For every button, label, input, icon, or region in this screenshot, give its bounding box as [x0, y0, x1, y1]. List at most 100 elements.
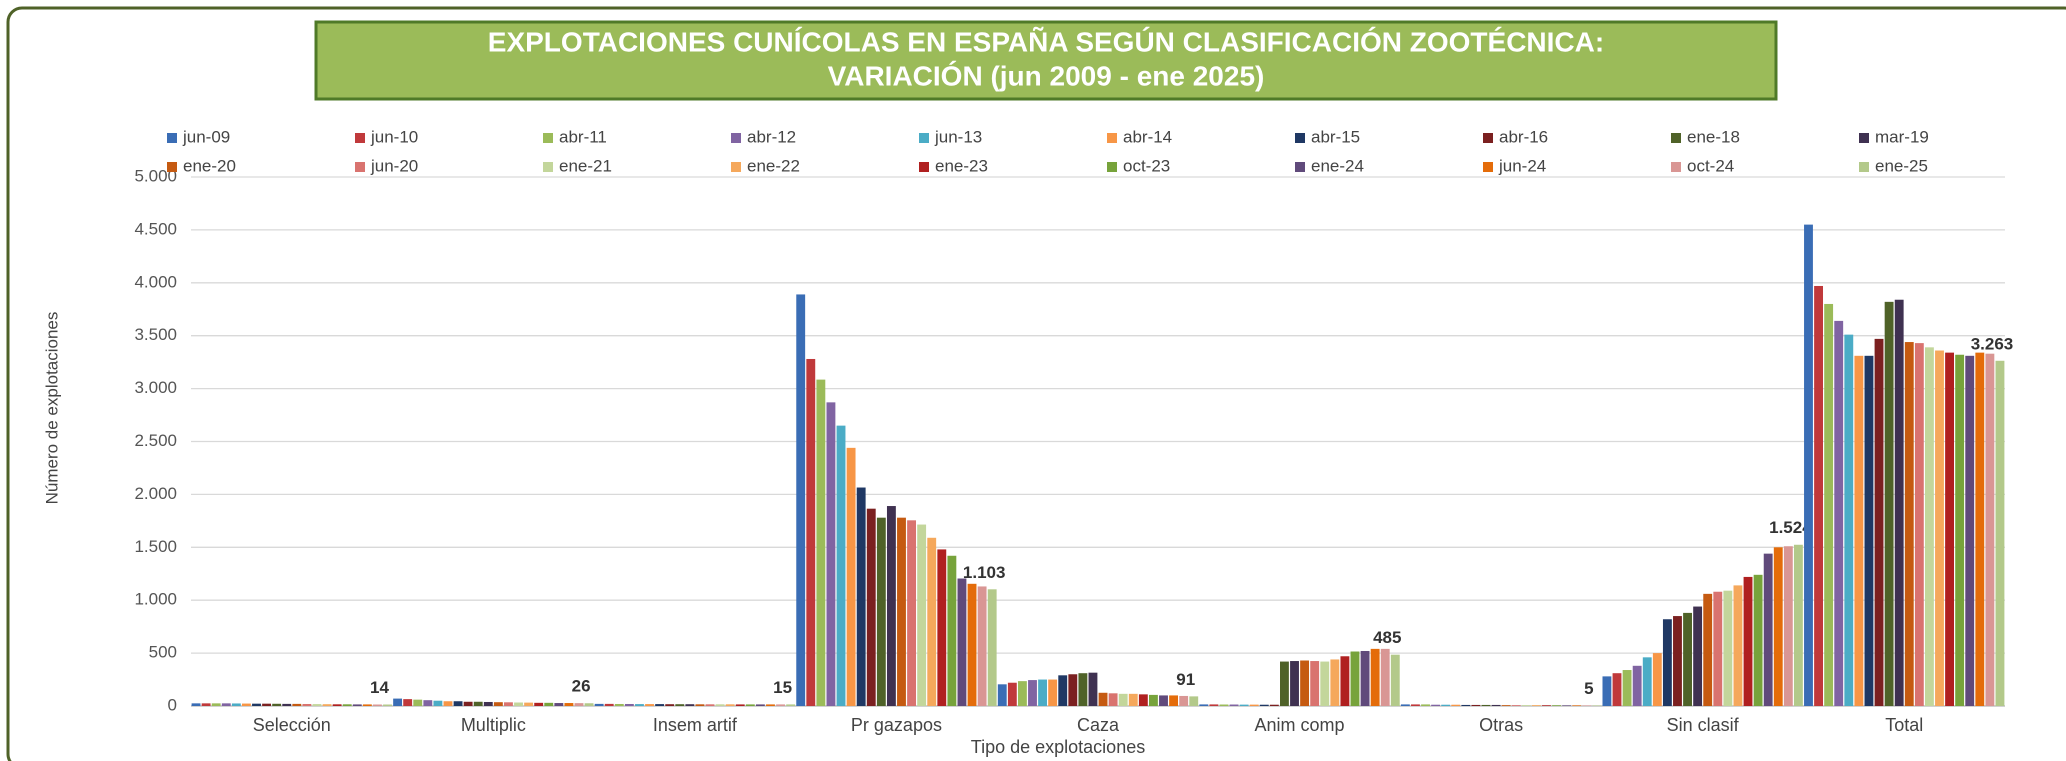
bar — [1038, 679, 1048, 706]
bar — [1340, 656, 1350, 706]
bar — [1471, 704, 1481, 706]
bar — [1330, 659, 1340, 706]
legend-swatch — [731, 162, 741, 172]
bar — [645, 704, 654, 706]
bar — [947, 555, 957, 706]
bar — [574, 703, 584, 706]
bar — [413, 699, 423, 706]
data-label: 14 — [370, 678, 389, 697]
bar — [866, 508, 876, 706]
bar — [524, 702, 534, 706]
legend-label: abr-11 — [559, 127, 607, 146]
legend-label: ene-22 — [747, 156, 800, 175]
legend-label: ene-24 — [1311, 156, 1364, 175]
bar — [826, 402, 836, 706]
data-label: 485 — [1373, 628, 1401, 647]
bar — [675, 704, 685, 706]
bar — [1985, 353, 1995, 706]
bar — [463, 701, 473, 706]
legend-label: jun-24 — [1498, 156, 1546, 175]
bar — [1562, 705, 1572, 706]
legend-swatch — [1107, 133, 1117, 143]
y-tick-label: 1.500 — [134, 537, 177, 556]
data-label: 26 — [572, 677, 591, 696]
bar — [1269, 704, 1279, 706]
y-tick-label: 2.500 — [134, 431, 177, 450]
bar — [544, 702, 554, 706]
y-tick-label: 2.000 — [134, 484, 177, 503]
bar — [1088, 672, 1098, 706]
x-tick-label: Anim comp — [1255, 715, 1345, 735]
bar — [1058, 675, 1068, 706]
bar — [1491, 704, 1501, 706]
bar — [1239, 704, 1249, 706]
bar — [987, 589, 997, 706]
bar — [725, 704, 735, 706]
legend-label: ene-18 — [1687, 127, 1740, 146]
legend-swatch — [1859, 162, 1869, 172]
bar — [886, 506, 896, 706]
bar — [1360, 650, 1370, 706]
bar — [1421, 704, 1430, 706]
bar — [1249, 704, 1259, 706]
bar — [1028, 680, 1037, 706]
bar — [1501, 705, 1511, 706]
bar — [917, 524, 927, 706]
bar — [1733, 585, 1743, 706]
bar — [1411, 704, 1420, 706]
bar — [876, 517, 886, 706]
bar — [665, 704, 675, 706]
bar — [1965, 355, 1975, 706]
bar — [272, 703, 282, 706]
legend-swatch — [919, 162, 929, 172]
bar — [1280, 661, 1289, 706]
y-tick-label: 4.500 — [134, 219, 177, 238]
bar — [1935, 350, 1944, 706]
bar — [252, 703, 261, 706]
bar — [1542, 705, 1551, 706]
bar — [796, 294, 806, 706]
bar — [1521, 705, 1531, 706]
bar — [282, 703, 292, 706]
bar — [1884, 301, 1894, 706]
legend-label: jun-20 — [370, 156, 418, 175]
x-tick-label: Total — [1885, 715, 1923, 735]
bar — [1370, 648, 1380, 706]
bar — [1914, 343, 1924, 706]
bar — [1259, 704, 1269, 706]
bar — [302, 703, 312, 706]
bar — [201, 703, 211, 706]
bar — [1209, 704, 1219, 706]
bar — [635, 704, 644, 706]
bar — [1955, 354, 1965, 706]
bar — [766, 704, 775, 706]
bar — [897, 517, 906, 706]
legend-label: ene-20 — [183, 156, 236, 175]
bar — [554, 703, 564, 706]
bar — [423, 700, 433, 706]
x-tick-label: Sin clasif — [1667, 715, 1740, 735]
bar — [1602, 676, 1612, 706]
bar — [564, 703, 574, 706]
bar — [1814, 285, 1823, 706]
data-label: 5 — [1584, 679, 1593, 698]
bar — [1531, 705, 1541, 706]
bar — [584, 703, 594, 706]
legend-swatch — [919, 133, 929, 143]
bar — [715, 704, 725, 706]
bar — [1975, 352, 1985, 706]
bar — [1219, 704, 1229, 706]
bar — [907, 520, 916, 706]
legend-swatch — [543, 162, 553, 172]
bar — [1048, 679, 1058, 706]
bar — [1350, 651, 1360, 706]
bar — [786, 704, 796, 706]
legend-label: jun-13 — [934, 127, 982, 146]
data-label: 3.263 — [1971, 334, 2014, 353]
y-tick-label: 0 — [168, 695, 177, 714]
bar — [1804, 224, 1813, 707]
x-tick-label: Caza — [1077, 715, 1120, 735]
bar — [1945, 352, 1955, 706]
bar — [332, 704, 342, 706]
bar — [383, 704, 392, 706]
